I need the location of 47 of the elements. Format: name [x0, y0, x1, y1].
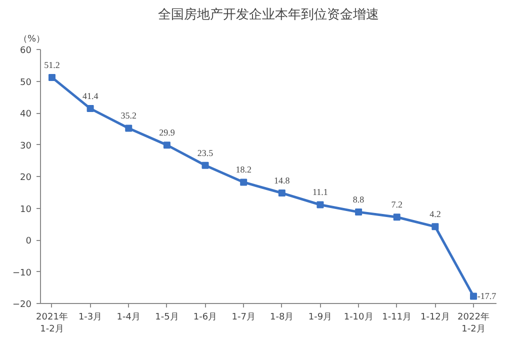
y-tick-label: 30	[20, 141, 32, 152]
x-tick-label: 1-10月	[344, 312, 374, 322]
data-label: 41.4	[82, 91, 99, 102]
point	[125, 124, 132, 132]
x-tick-label: 1-9月	[308, 312, 332, 322]
point	[316, 201, 324, 208]
y-tick-label: −20	[12, 300, 32, 310]
y-tick-label: 20	[20, 173, 32, 183]
data-label: 23.5	[197, 148, 214, 158]
x-tick-label: 1-8月	[270, 312, 294, 322]
x-tick-label: 2021年 1-2月	[36, 312, 68, 334]
x-tick-label: 2022年 1-2月	[458, 312, 490, 334]
data-label: 11.1	[312, 187, 328, 198]
data-label: -17.7	[477, 291, 497, 302]
point	[470, 292, 478, 300]
x-tick-label: 1-5月	[155, 312, 179, 322]
point	[393, 214, 400, 221]
x-tick-label: 1-3月	[78, 312, 102, 322]
point	[48, 74, 56, 81]
point	[163, 142, 170, 149]
y-tick-label: 50	[20, 78, 32, 88]
point	[278, 190, 286, 197]
y-tick-label: 10	[20, 204, 32, 215]
x-tick-label: 1-4月	[116, 312, 140, 322]
x-tick-label: 1-6月	[193, 312, 218, 322]
y-axis-title: （%）	[18, 34, 46, 44]
data-label: 8.8	[352, 194, 365, 205]
data-label: 51.2	[44, 60, 60, 70]
y-tick-label: −10	[12, 268, 32, 278]
point	[86, 105, 94, 112]
data-label: 35.2	[120, 110, 137, 121]
data-label: 18.2	[236, 164, 252, 175]
x-tick-label: 1-12月	[420, 312, 450, 322]
x-tick-label: 1-7月	[232, 312, 256, 322]
chart-title: 全国房地产开发企业本年到位资金增速	[158, 6, 379, 22]
point	[432, 223, 439, 230]
data-label: 14.8	[274, 175, 290, 186]
point	[355, 208, 362, 216]
point	[240, 178, 248, 186]
point	[202, 162, 209, 169]
data-label: 29.9	[159, 128, 176, 138]
y-tick-label: 0	[26, 236, 32, 246]
data-label: 7.2	[391, 200, 402, 210]
y-tick-label: 40	[20, 110, 32, 120]
y-tick-label: 60	[20, 46, 32, 56]
data-label: 4.2	[430, 209, 441, 220]
x-tick-label: 1-11月	[382, 312, 412, 322]
